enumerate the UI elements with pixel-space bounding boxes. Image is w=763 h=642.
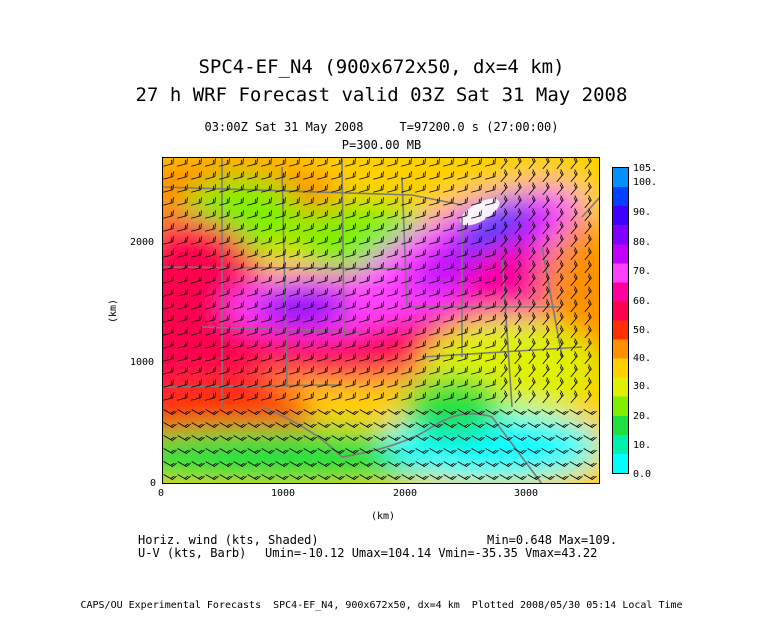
title-line-1: SPC4-EF_N4 (900x672x50, dx=4 km)	[198, 56, 565, 78]
map-overlay	[162, 157, 600, 484]
uv-stats-label: Umin=-10.12 Umax=104.14 Vmin=-35.35 Vmax…	[265, 546, 598, 560]
colorbar-label: 0.0	[633, 469, 652, 480]
min-max-label: Min=0.648 Max=109.	[487, 533, 618, 547]
colorbar-label: 90.	[633, 207, 652, 218]
y-tick-2000: 2000	[130, 237, 155, 248]
wind-speed-map	[162, 157, 600, 484]
x-axis-label: (km)	[371, 511, 396, 522]
colorbar-label: 20.	[633, 411, 652, 422]
x-tick-3000: 3000	[514, 488, 539, 499]
barb-field-label: U-V (kts, Barb)	[138, 546, 247, 560]
x-tick-1000: 1000	[271, 488, 296, 499]
colorbar-label: 40.	[633, 353, 652, 364]
y-axis-label: (km)	[108, 298, 119, 323]
wind-barbs	[163, 157, 597, 480]
title-line-2: 27 h WRF Forecast valid 03Z Sat 31 May 2…	[135, 84, 628, 106]
wind-shading	[162, 157, 600, 484]
shaded-field-label: Horiz. wind (kts, Shaded)	[138, 533, 319, 547]
footer-credit: CAPS/OU Experimental Forecasts SPC4-EF_N…	[80, 600, 683, 611]
colorbar-label: 105.	[633, 163, 658, 174]
colorbar-label: 10.	[633, 440, 652, 451]
y-tick-1000: 1000	[130, 357, 155, 368]
x-tick-0: 0	[158, 488, 165, 499]
subtitle-time: 03:00Z Sat 31 May 2008 T=97200.0 s (27:0…	[204, 120, 559, 134]
colorbar-label: 80.	[633, 237, 652, 248]
y-tick-0: 0	[150, 478, 157, 489]
colorbar-label: 50.	[633, 325, 652, 336]
colorbar-label: 30.	[633, 381, 652, 392]
subtitle-level: P=300.00 MB	[341, 138, 422, 152]
colorbar-label: 70.	[633, 266, 652, 277]
colorbar-label: 100.	[633, 177, 658, 188]
colorbar-label: 60.	[633, 296, 652, 307]
colorbar	[612, 167, 629, 474]
x-tick-2000: 2000	[393, 488, 418, 499]
